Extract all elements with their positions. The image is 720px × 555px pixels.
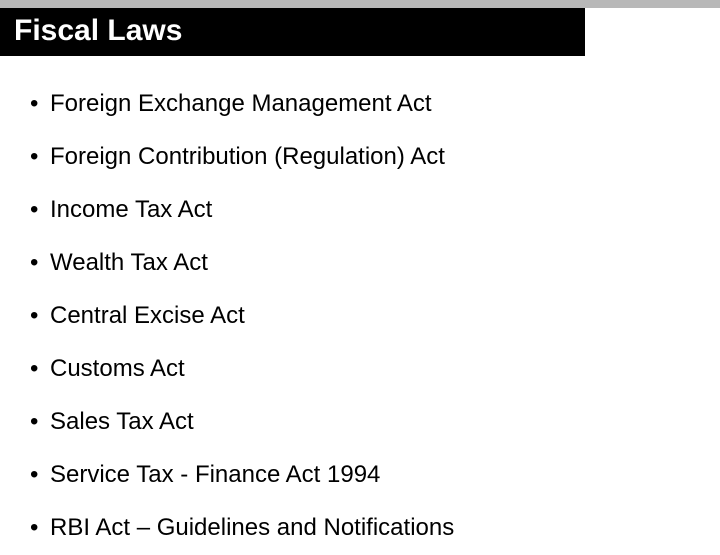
list-item: • Foreign Exchange Management Act [30,78,690,131]
bullet-text: Income Tax Act [50,196,690,224]
list-item: • Income Tax Act [30,184,690,237]
bullet-text: Foreign Exchange Management Act [50,90,690,118]
list-item: • Sales Tax Act [30,396,690,449]
bullet-text: Customs Act [50,355,690,383]
bullet-icon: • [30,408,50,434]
slide-title: Fiscal Laws [0,8,585,56]
bullet-text: Wealth Tax Act [50,249,690,277]
bullet-text: Sales Tax Act [50,408,690,436]
list-item: • Wealth Tax Act [30,237,690,290]
bullet-icon: • [30,302,50,328]
bullet-text: RBI Act – Guidelines and Notifications [50,514,690,542]
bullet-text: Foreign Contribution (Regulation) Act [50,143,690,171]
list-item: • Central Excise Act [30,290,690,343]
list-item: • Service Tax - Finance Act 1994 [30,449,690,502]
bullet-list: • Foreign Exchange Management Act • Fore… [30,78,690,555]
bullet-icon: • [30,355,50,381]
header-band [0,0,720,8]
bullet-text: Central Excise Act [50,302,690,330]
bullet-icon: • [30,514,50,540]
bullet-icon: • [30,196,50,222]
bullet-icon: • [30,249,50,275]
slide-content: • Foreign Exchange Management Act • Fore… [0,56,720,555]
bullet-text: Service Tax - Finance Act 1994 [50,461,690,489]
list-item: • RBI Act – Guidelines and Notifications [30,502,690,555]
bullet-icon: • [30,90,50,116]
bullet-icon: • [30,461,50,487]
list-item: • Foreign Contribution (Regulation) Act [30,131,690,184]
bullet-icon: • [30,143,50,169]
list-item: • Customs Act [30,343,690,396]
